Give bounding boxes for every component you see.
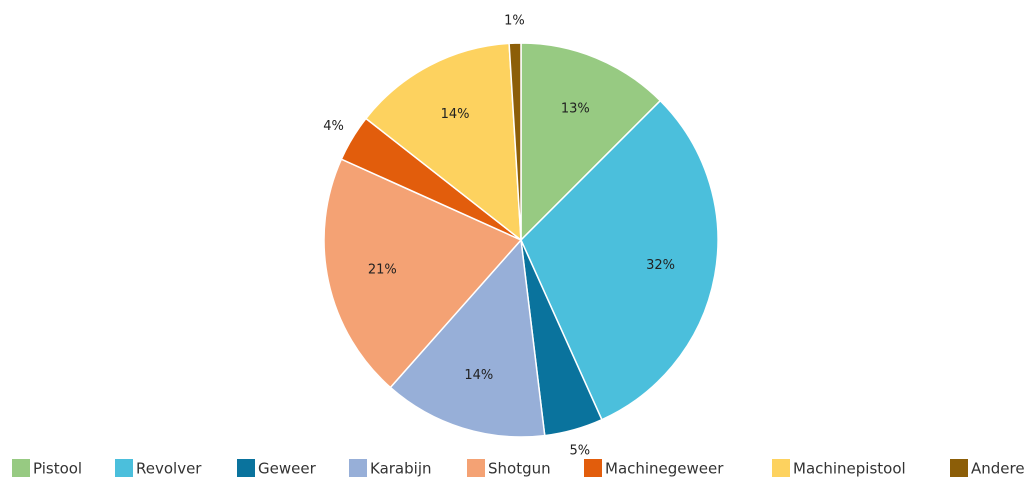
legend-swatch — [12, 459, 30, 477]
legend-swatch — [772, 459, 790, 477]
legend-label: Andere — [971, 460, 1025, 478]
data-label: 5% — [569, 443, 590, 458]
legend-label: Revolver — [136, 460, 202, 478]
data-label: 13% — [561, 101, 590, 116]
pie-slice — [389, 238, 546, 438]
legend-swatch — [950, 459, 968, 477]
legend-label: Machinegeweer — [605, 460, 724, 478]
data-label: 14% — [464, 368, 493, 383]
pie-slice — [520, 42, 662, 242]
data-label: 32% — [646, 258, 675, 273]
data-label: 21% — [368, 262, 397, 277]
legend-swatch — [349, 459, 367, 477]
legend-label: Geweer — [258, 460, 317, 478]
legend-swatch — [584, 459, 602, 477]
pie-slice — [323, 158, 523, 389]
data-label: 4% — [323, 119, 344, 134]
pie-slice — [520, 99, 719, 421]
legend-swatch — [237, 459, 255, 477]
legend-label: Karabijn — [370, 460, 432, 478]
pie-slice — [508, 42, 522, 241]
legend-swatch — [467, 459, 485, 477]
legend-label: Pistool — [33, 460, 82, 478]
legend-swatch — [115, 459, 133, 477]
data-label: 1% — [504, 14, 525, 29]
pie-slice — [364, 42, 522, 242]
legend-label: Machinepistool — [793, 460, 906, 478]
data-label: 14% — [441, 107, 470, 122]
legend-label: Shotgun — [488, 460, 551, 478]
